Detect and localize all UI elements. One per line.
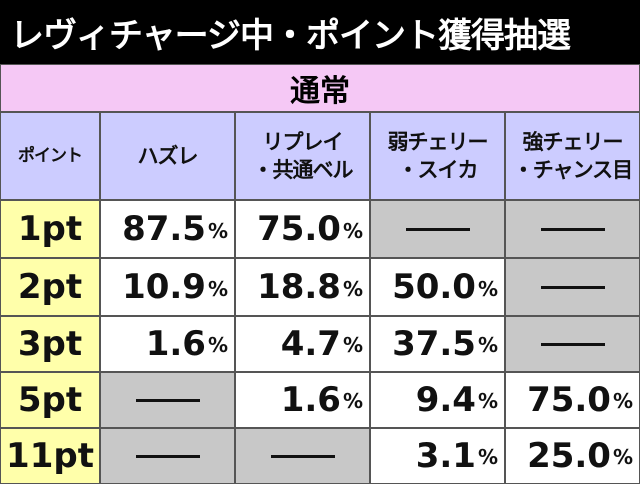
unit: % [477, 445, 498, 469]
empty-cell [100, 428, 235, 484]
value-cell: 1.6% [235, 372, 370, 428]
unit: % [342, 389, 363, 413]
unit: % [342, 219, 363, 243]
value-cell: 18.8% [235, 258, 370, 316]
value: 75.0 [527, 380, 611, 420]
empty-cell [505, 200, 640, 258]
value: 10.9 [122, 267, 206, 307]
unit: % [207, 219, 228, 243]
value-cell: 10.9% [100, 258, 235, 316]
row-label: 11pt [0, 428, 100, 484]
unit: % [477, 389, 498, 413]
section-header: 通常 [0, 64, 640, 112]
header-cell: 弱チェリー ・スイカ [370, 112, 505, 200]
value: 1.6 [145, 324, 206, 364]
title: レヴィチャージ中・ポイント獲得抽選 [0, 0, 640, 64]
empty-cell [100, 372, 235, 428]
value: 3.1 [415, 436, 476, 476]
value: 87.5 [122, 209, 206, 249]
header-text: ・スイカ [397, 158, 479, 182]
value: 4.7 [280, 324, 341, 364]
value: 25.0 [527, 436, 611, 476]
dash [540, 285, 605, 289]
dash [135, 454, 200, 458]
header-text: ポイント [18, 146, 83, 166]
value: 1.6 [280, 380, 341, 420]
value-cell: 50.0% [370, 258, 505, 316]
value: 50.0 [392, 267, 476, 307]
dash [540, 227, 605, 231]
empty-cell [370, 200, 505, 258]
header-text: ・共通ベル [252, 158, 354, 182]
empty-cell [235, 428, 370, 484]
header-text: ハズレ [137, 144, 199, 168]
value: 75.0 [257, 209, 341, 249]
value-cell: 87.5% [100, 200, 235, 258]
header-cell: ポイント [0, 112, 100, 200]
value-cell: 75.0% [505, 372, 640, 428]
header-text: ・チャンス目 [512, 158, 633, 182]
value-cell: 3.1% [370, 428, 505, 484]
value: 18.8 [257, 267, 341, 307]
value: 9.4 [415, 380, 476, 420]
value: 37.5 [392, 324, 476, 364]
unit: % [612, 389, 633, 413]
value-cell: 9.4% [370, 372, 505, 428]
value-cell: 25.0% [505, 428, 640, 484]
header-text: リプレイ [262, 130, 344, 154]
row-label: 5pt [0, 372, 100, 428]
unit: % [207, 333, 228, 357]
unit: % [612, 445, 633, 469]
row-label: 1pt [0, 200, 100, 258]
unit: % [477, 333, 498, 357]
header-text: 弱チェリー [387, 130, 489, 154]
value-cell: 75.0% [235, 200, 370, 258]
unit: % [207, 277, 228, 301]
dash [540, 342, 605, 346]
row-label: 2pt [0, 258, 100, 316]
dash [405, 227, 470, 231]
value-cell: 4.7% [235, 316, 370, 372]
value-cell: 37.5% [370, 316, 505, 372]
dash [135, 398, 200, 402]
unit: % [477, 277, 498, 301]
header-text: 強チェリー [522, 130, 624, 154]
empty-cell [505, 316, 640, 372]
value-cell: 1.6% [100, 316, 235, 372]
header-cell: ハズレ [100, 112, 235, 200]
unit: % [342, 277, 363, 301]
header-cell: リプレイ ・共通ベル [235, 112, 370, 200]
unit: % [342, 333, 363, 357]
empty-cell [505, 258, 640, 316]
dash [270, 454, 335, 458]
header-cell: 強チェリー・チャンス目 [505, 112, 640, 200]
row-label: 3pt [0, 316, 100, 372]
